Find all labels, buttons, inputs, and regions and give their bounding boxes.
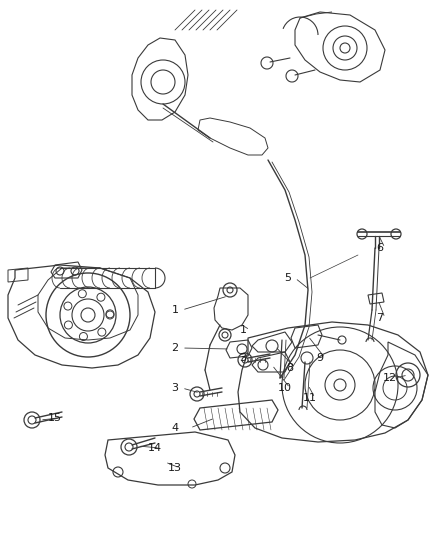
Text: 2: 2 [171,343,179,353]
Text: 12: 12 [383,373,397,383]
Text: 5: 5 [285,273,292,283]
Text: 6: 6 [377,243,384,253]
Text: 3: 3 [240,353,247,363]
Text: 15: 15 [48,413,62,423]
Text: 1: 1 [240,325,247,335]
Text: 13: 13 [168,463,182,473]
Text: 1: 1 [172,305,179,315]
Text: 8: 8 [286,363,293,373]
Text: 4: 4 [171,423,179,433]
Text: 7: 7 [376,313,384,323]
Text: 9: 9 [316,353,324,363]
Text: 14: 14 [148,443,162,453]
Text: 10: 10 [278,383,292,393]
Text: 3: 3 [172,383,179,393]
Text: 11: 11 [303,393,317,403]
